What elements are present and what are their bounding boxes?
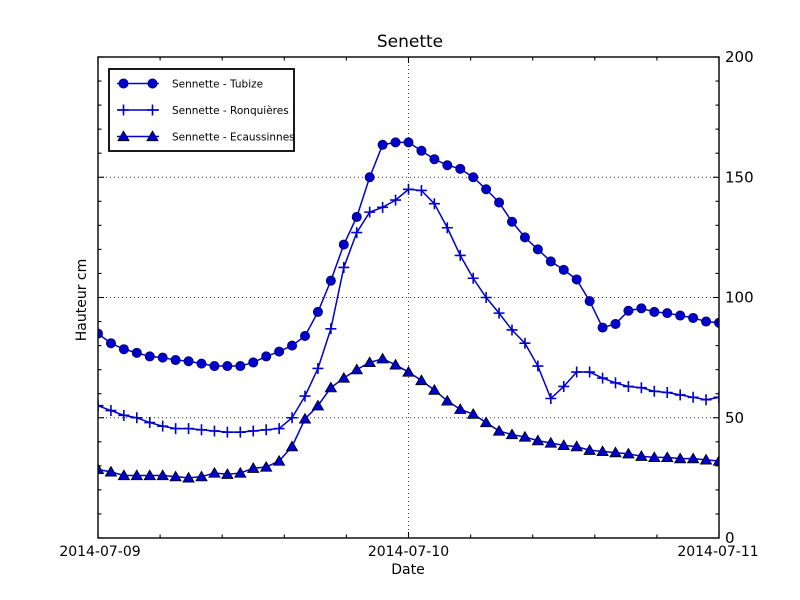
- series-2: [98, 352, 719, 483]
- legend-marker-samples: [117, 78, 159, 142]
- y-tick-label-100: 100: [725, 289, 754, 307]
- x-tick-label-2014-07-09: 2014-07-09: [59, 544, 140, 560]
- axes-frame-and-ticks: [97, 56, 720, 539]
- y-tick-label-50: 50: [725, 409, 744, 427]
- plot-series: [98, 137, 719, 483]
- legend-label-tubize: Sennette - Tubize: [172, 79, 263, 91]
- legend-label-ronquieres: Sennette - Ronquières: [172, 105, 289, 117]
- y-tick-label-0: 0: [725, 529, 735, 547]
- y-tick-label-200: 200: [725, 48, 754, 66]
- chart-title: Senette: [377, 32, 443, 52]
- x-axis-label: Date: [391, 562, 424, 578]
- x-tick-label-2014-07-10: 2014-07-10: [368, 544, 449, 560]
- x-tick-label-2014-07-11: 2014-07-11: [677, 544, 758, 560]
- y-tick-label-150: 150: [725, 168, 754, 186]
- gridlines: [98, 57, 719, 538]
- series-0: [98, 137, 719, 372]
- legend: Sennette - Tubize Sennette - Ronquières …: [108, 68, 295, 152]
- legend-label-ecaussinnes: Sennette - Ecaussinnes: [172, 132, 295, 144]
- series-1: [98, 183, 719, 438]
- y-axis-label: Hauteur cm: [74, 259, 90, 342]
